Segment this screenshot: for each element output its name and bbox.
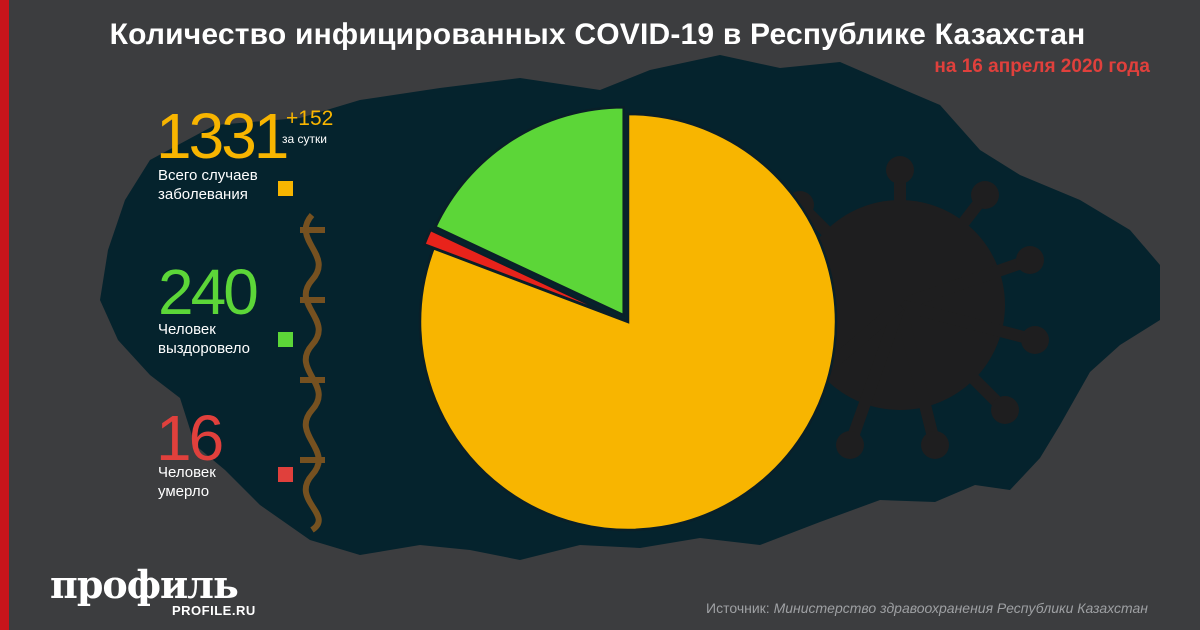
total-legend-square	[278, 181, 293, 196]
deaths-label: Человек умерло	[158, 464, 216, 500]
pie-slice-deaths	[422, 228, 620, 320]
pie-chart	[418, 105, 838, 532]
daily-delta-label: за сутки	[282, 132, 327, 146]
profil-logo: профиль	[50, 562, 239, 607]
deaths-legend-square	[278, 467, 293, 482]
source-text: Министерство здравоохранения Республики …	[773, 600, 1148, 616]
recovered-legend-square	[278, 332, 293, 347]
pie-slice-active	[418, 112, 838, 532]
page-title: Количество инфицированных COVID-19 в Рес…	[109, 18, 1086, 51]
recovered-value: 240	[158, 256, 259, 328]
date-subtitle: на 16 апреля 2020 года	[934, 56, 1150, 77]
total-cases-value: 1331	[156, 100, 289, 172]
source-note: Источник: Министерство здравоохранения Р…	[706, 600, 1148, 616]
total-cases-label: Всего случаев заболевания	[158, 167, 258, 203]
ornament-pattern	[300, 213, 325, 533]
profil-site: PROFILE.RU	[172, 603, 256, 618]
source-prefix: Источник:	[706, 600, 770, 616]
pie-slice-recovered	[433, 105, 625, 318]
deaths-value: 16	[156, 402, 224, 474]
red-accent-bar	[0, 0, 9, 630]
daily-delta-value: +152	[286, 107, 334, 130]
recovered-label: Человек выздоровело	[158, 321, 250, 357]
